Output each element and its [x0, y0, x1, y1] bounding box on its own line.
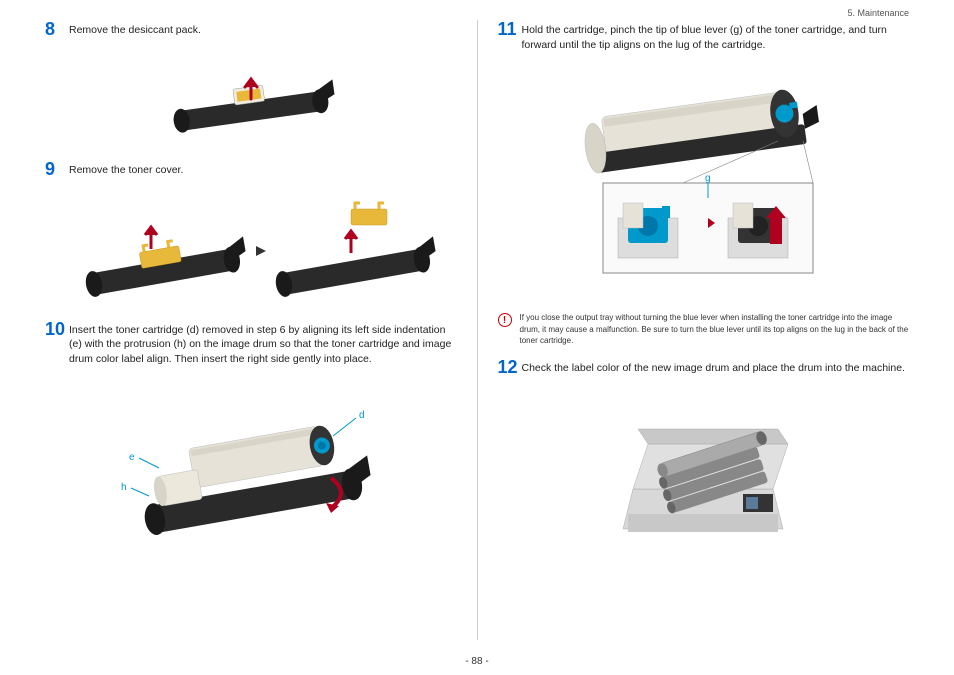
step-number: 8 — [45, 20, 69, 40]
step-number: 11 — [498, 20, 522, 52]
illustration-step11: g — [498, 68, 910, 288]
svg-text:g: g — [705, 173, 711, 184]
step-number: 12 — [498, 358, 522, 378]
step-11: 11 Hold the cartridge, pinch the tip of … — [498, 20, 910, 52]
svg-text:d: d — [359, 410, 365, 421]
step-10: 10 Insert the toner cartridge (d) remove… — [45, 320, 457, 367]
warning-text: If you close the output tray without tur… — [520, 312, 910, 346]
step-text: Hold the cartridge, pinch the tip of blu… — [522, 20, 910, 52]
svg-text:h: h — [121, 482, 127, 493]
warning-icon: ! — [498, 313, 512, 327]
step-text: Remove the toner cover. — [69, 160, 183, 180]
page-number: - 88 - — [0, 656, 954, 667]
step-8: 8 Remove the desiccant pack. — [45, 20, 457, 40]
step-text: Remove the desiccant pack. — [69, 20, 201, 40]
step-12: 12 Check the label color of the new imag… — [498, 358, 910, 378]
warning-block: ! If you close the output tray without t… — [498, 312, 910, 346]
illustration-step12 — [498, 394, 910, 544]
illustration-step9 — [45, 196, 457, 306]
step-text: Check the label color of the new image d… — [522, 358, 905, 378]
left-column: 8 Remove the desiccant pack. — [30, 20, 472, 640]
illustration-step8 — [45, 56, 457, 146]
right-column: 11 Hold the cartridge, pinch the tip of … — [483, 20, 925, 640]
column-divider — [477, 20, 478, 640]
section-header: 5. Maintenance — [477, 0, 954, 18]
step-text: Insert the toner cartridge (d) removed i… — [69, 320, 457, 367]
step-number: 9 — [45, 160, 69, 180]
svg-text:e: e — [129, 452, 135, 463]
step-number: 10 — [45, 320, 69, 367]
page-layout: 8 Remove the desiccant pack. — [0, 0, 954, 640]
illustration-step10: d e h — [45, 383, 457, 543]
step-9: 9 Remove the toner cover. — [45, 160, 457, 180]
